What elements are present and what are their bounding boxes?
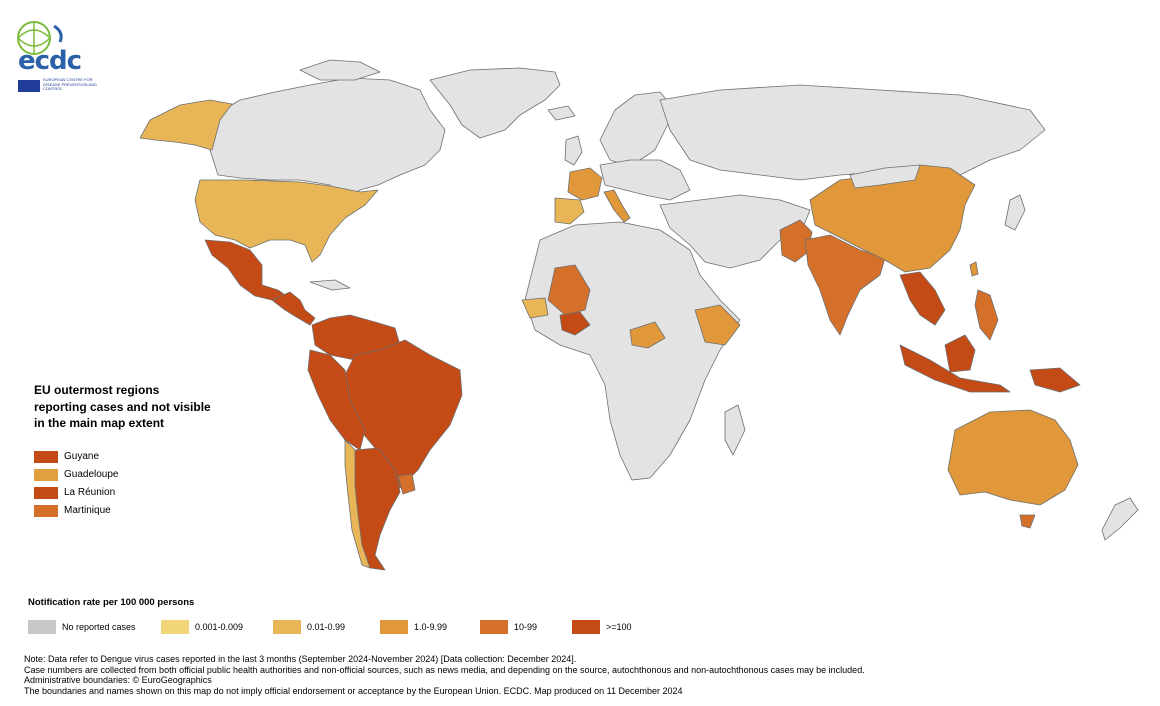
country-senegal-region [521,297,549,319]
country-australia [947,409,1079,506]
legend-item-10: 10-99 [480,620,537,634]
legend-swatch [273,620,301,634]
country-southeast-asia [899,271,946,326]
region-swatch [34,450,58,463]
country-cuba [309,279,351,291]
country-philippines [974,289,999,341]
notification-rate-legend: No reported cases 0.001-0.009 0.01-0.99 … [28,620,668,636]
legend-label: >=100 [606,622,632,632]
legend-label: No reported cases [62,622,136,632]
country-chile [344,439,371,569]
country-new-guinea [1029,367,1081,393]
legend-label: 0.001-0.009 [195,622,244,632]
country-middle-east [659,194,811,269]
legend-item-001: 0.01-0.99 [273,620,345,634]
eu-flag-icon [18,80,40,92]
outermost-region-item: Guadeloupe [34,466,234,484]
country-indonesia [899,344,1011,393]
country-japan [1004,194,1026,231]
ecdc-logo [10,18,100,96]
legend-label: 0.01-0.99 [307,622,346,632]
outermost-regions-title: EU outermost regions reporting cases and… [34,383,211,430]
legend-item-1: 1.0-9.99 [380,620,447,634]
legend-label: 10-99 [514,622,538,632]
country-spain [554,197,585,225]
legend-item-no-cases: No reported cases [28,620,136,634]
country-canada [209,77,446,201]
logo-name: ecdc [18,46,82,76]
legend-label: 1.0-9.99 [414,622,448,632]
region-label: Martinique [64,505,111,516]
legend-item-100: >=100 [572,620,632,634]
country-canada-islands [299,59,381,81]
region-swatch [34,504,58,517]
legend-item-0001: 0.001-0.009 [161,620,243,634]
country-alaska [139,99,233,151]
legend-swatch [161,620,189,634]
globe-icon [17,21,63,55]
country-madagascar [724,404,746,456]
note-line: Administrative boundaries: © EuroGeograp… [24,675,212,685]
country-new-zealand [1101,497,1139,541]
country-eastern-europe [599,159,691,201]
country-india [804,234,886,336]
country-uruguay [397,473,416,495]
country-west-africa [559,311,591,336]
country-car [629,321,666,349]
outermost-region-item: La Réunion [34,484,234,502]
region-label: Guyane [64,451,100,462]
country-greenland [429,67,561,139]
legend-title: Notification rate per 100 000 persons [28,597,195,608]
country-tasmania [1019,514,1036,529]
outermost-region-item: Guyane [34,448,234,466]
country-iceland [547,105,576,121]
outermost-regions-list: Guyane Guadeloupe La Réunion Martinique [34,448,234,520]
outermost-region-item: Martinique [34,502,234,520]
map-notes: Note: Data refer to Dengue virus cases r… [24,654,1144,696]
country-ethiopia [694,304,741,346]
legend-swatch [28,620,56,634]
outermost-regions-legend: EU outermost regions reporting cases and… [34,382,234,520]
region-label: La Réunion [64,487,116,498]
note-line: The boundaries and names shown on this m… [24,685,683,696]
legend-swatch [380,620,408,634]
country-italy [603,189,631,223]
legend-swatch [572,620,600,634]
legend-swatch [480,620,508,634]
country-mongolia [849,164,921,189]
country-russia [659,84,1046,181]
country-france [567,167,603,201]
region-label: Guadeloupe [64,469,119,480]
note-line: Case numbers are collected from both off… [24,664,865,675]
region-swatch [34,468,58,481]
country-taiwan [969,261,979,277]
country-mexico [204,239,286,301]
country-central-america [271,291,316,326]
country-borneo [944,334,976,373]
country-uk [564,135,583,166]
logo-subtitle: EUROPEAN CENTRE FOR DISEASE PREVENTION A… [43,77,97,91]
country-mali [547,264,591,316]
region-swatch [34,486,58,499]
country-usa [194,179,379,263]
note-line: Note: Data refer to Dengue virus cases r… [24,654,577,664]
